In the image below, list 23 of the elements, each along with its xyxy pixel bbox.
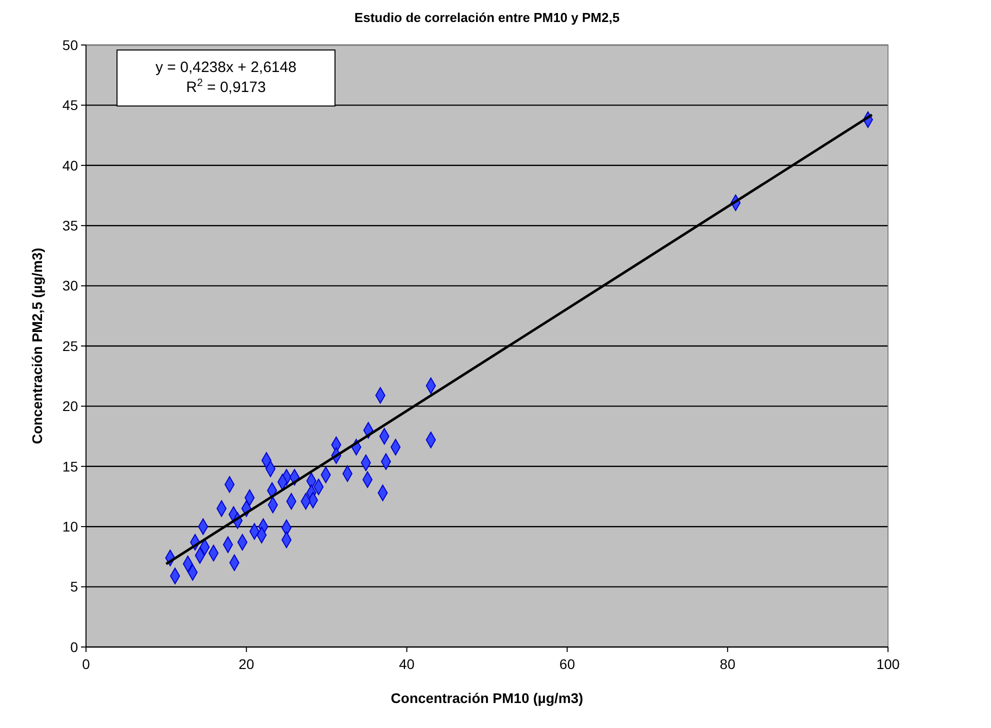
y-tick-label: 25 [62, 338, 78, 354]
x-tick-label: 0 [82, 656, 90, 672]
y-tick-label: 35 [62, 218, 78, 234]
equation-box: y = 0,4238x + 2,6148 R$^{2}$ = 0,9173 [116, 50, 336, 106]
y-tick-label: 40 [62, 157, 78, 174]
x-axis-title: Concentración PM10 (µg/m3) [390, 690, 584, 706]
chart-title: Estudio de correlación entre PM10 y PM2,5 [354, 10, 620, 25]
y-tick-label: 5 [70, 578, 78, 595]
y-tick-label: 50 [62, 36, 78, 53]
y-tick-label: 15 [62, 458, 78, 474]
y-tick-label: 0 [70, 638, 78, 655]
x-tick-label: 20 [238, 656, 254, 672]
annotation: R$^{2}$ = 0,9173 [186, 77, 266, 96]
x-tick-label: 40 [399, 656, 415, 672]
y-tick-label: 20 [62, 398, 78, 414]
y-tick-label: 45 [62, 97, 78, 114]
x-tick-label: 60 [559, 656, 576, 672]
y-axis-title: Concentración PM2,5 (µg/m3) [29, 248, 45, 444]
x-tick-label: 100 [876, 656, 900, 672]
y-tick-label: 10 [62, 518, 78, 534]
annotation: y = 0,4238x + 2,6148 [156, 59, 296, 76]
y-tick-label: 30 [62, 278, 78, 294]
x-tick-label: 80 [720, 656, 736, 672]
